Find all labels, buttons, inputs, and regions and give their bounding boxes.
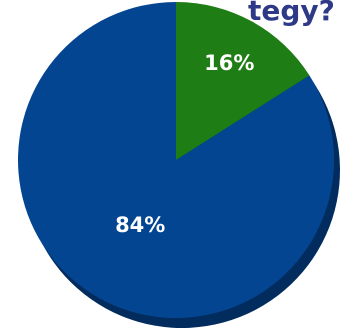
pie-slices: [17, 1, 334, 318]
pie-labels: 16% 84%: [115, 51, 254, 237]
pie-slice-label-0: 16%: [204, 51, 254, 75]
pie-slice-1: [17, 1, 334, 318]
chart-title: tegy?: [248, 0, 335, 27]
pie-slice-label-1: 84%: [115, 213, 165, 237]
pie-slice-0: [176, 2, 310, 160]
